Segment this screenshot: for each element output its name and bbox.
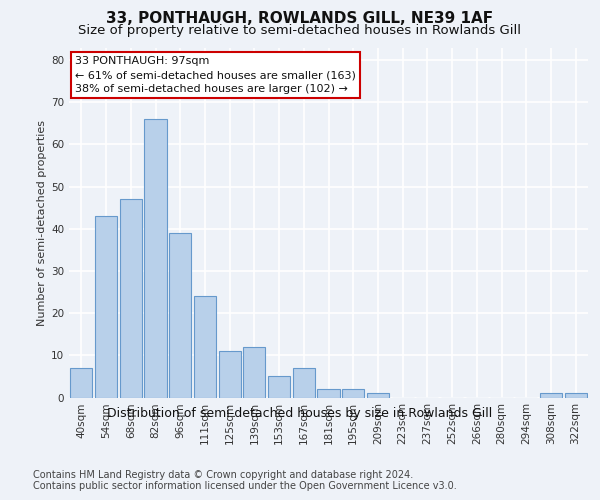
Bar [218, 351, 241, 398]
Bar [317, 389, 340, 398]
Bar [342, 389, 364, 398]
Text: Contains HM Land Registry data © Crown copyright and database right 2024.: Contains HM Land Registry data © Crown c… [33, 470, 413, 480]
Bar [145, 119, 167, 398]
Text: Contains public sector information licensed under the Open Government Licence v3: Contains public sector information licen… [33, 481, 457, 491]
Bar [119, 200, 142, 398]
Text: 33 PONTHAUGH: 97sqm
← 61% of semi-detached houses are smaller (163)
38% of semi-: 33 PONTHAUGH: 97sqm ← 61% of semi-detach… [75, 56, 356, 94]
Text: Distribution of semi-detached houses by size in Rowlands Gill: Distribution of semi-detached houses by … [107, 408, 493, 420]
Bar [243, 347, 265, 398]
Bar [169, 233, 191, 398]
Text: 33, PONTHAUGH, ROWLANDS GILL, NE39 1AF: 33, PONTHAUGH, ROWLANDS GILL, NE39 1AF [106, 11, 494, 26]
Y-axis label: Number of semi-detached properties: Number of semi-detached properties [37, 120, 47, 326]
Bar [565, 394, 587, 398]
Text: Size of property relative to semi-detached houses in Rowlands Gill: Size of property relative to semi-detach… [79, 24, 521, 37]
Bar [194, 296, 216, 398]
Bar [70, 368, 92, 398]
Bar [293, 368, 315, 398]
Bar [95, 216, 117, 398]
Bar [367, 394, 389, 398]
Bar [268, 376, 290, 398]
Bar [540, 394, 562, 398]
